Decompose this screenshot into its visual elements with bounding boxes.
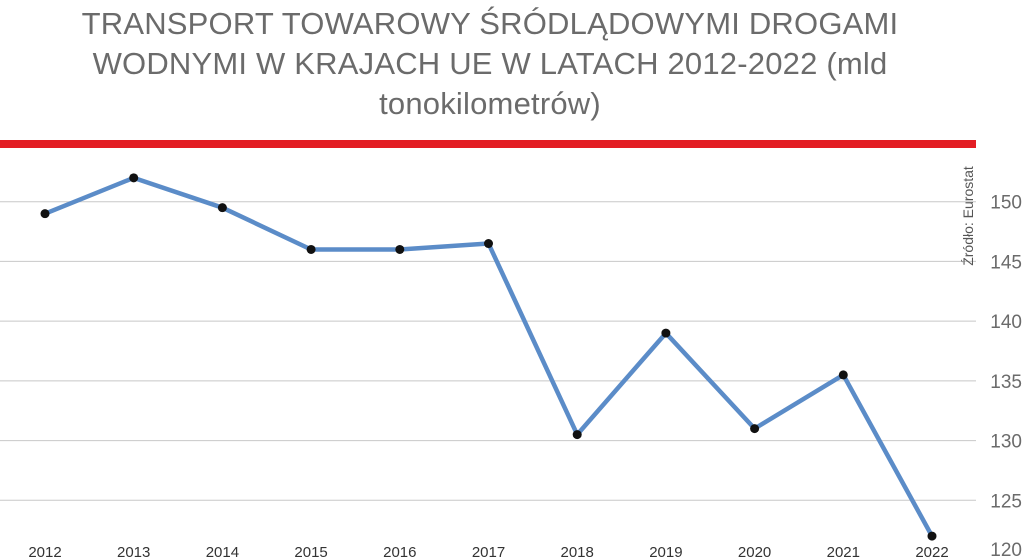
data-point: [838, 370, 848, 380]
x-tick-label: 2015: [294, 544, 327, 560]
x-tick-label: 2022: [915, 544, 948, 560]
chart-title: TRANSPORT TOWAROWY ŚRÓDLĄDOWYMI DROGAMI …: [81, 6, 899, 121]
y-tick-label: 130: [990, 432, 1022, 453]
y-tick-label: 150: [990, 193, 1022, 214]
x-tick-label: 2019: [649, 544, 682, 560]
data-point: [306, 244, 316, 254]
x-tick-label: 2018: [561, 544, 594, 560]
data-point: [129, 173, 139, 183]
x-tick-label: 2014: [206, 544, 239, 560]
x-tick-label: 2020: [738, 544, 771, 560]
data-point: [217, 203, 227, 213]
y-tick-label: 120: [990, 540, 1022, 560]
y-axis: 120 125 130 135 140 145 150: [990, 193, 1022, 560]
x-tick-label: 2016: [383, 544, 416, 560]
y-tick-label: 140: [990, 312, 1022, 333]
x-tick-label: 2012: [28, 544, 61, 560]
data-point: [484, 239, 493, 249]
x-tick-label: 2013: [117, 544, 150, 560]
data-point: [750, 424, 760, 434]
series-line: [42, 175, 935, 539]
data-points: [40, 173, 937, 541]
data-point: [572, 430, 582, 440]
source-label: Źródło: Eurostat: [960, 166, 976, 266]
y-tick-label: 145: [990, 252, 1022, 273]
data-point: [395, 244, 405, 254]
accent-bar: [0, 140, 976, 148]
x-tick-label: 2017: [472, 544, 505, 560]
y-tick-label: 125: [990, 491, 1022, 512]
y-tick-label: 135: [990, 372, 1022, 393]
gridlines: [0, 201, 976, 501]
data-point: [927, 531, 937, 541]
x-axis: 2012 2013 2014 2015 2016 2017 2018 2019 2020 2021…: [28, 544, 948, 560]
x-tick-label: 2021: [827, 544, 860, 560]
data-point: [40, 209, 50, 219]
data-point: [661, 328, 671, 338]
